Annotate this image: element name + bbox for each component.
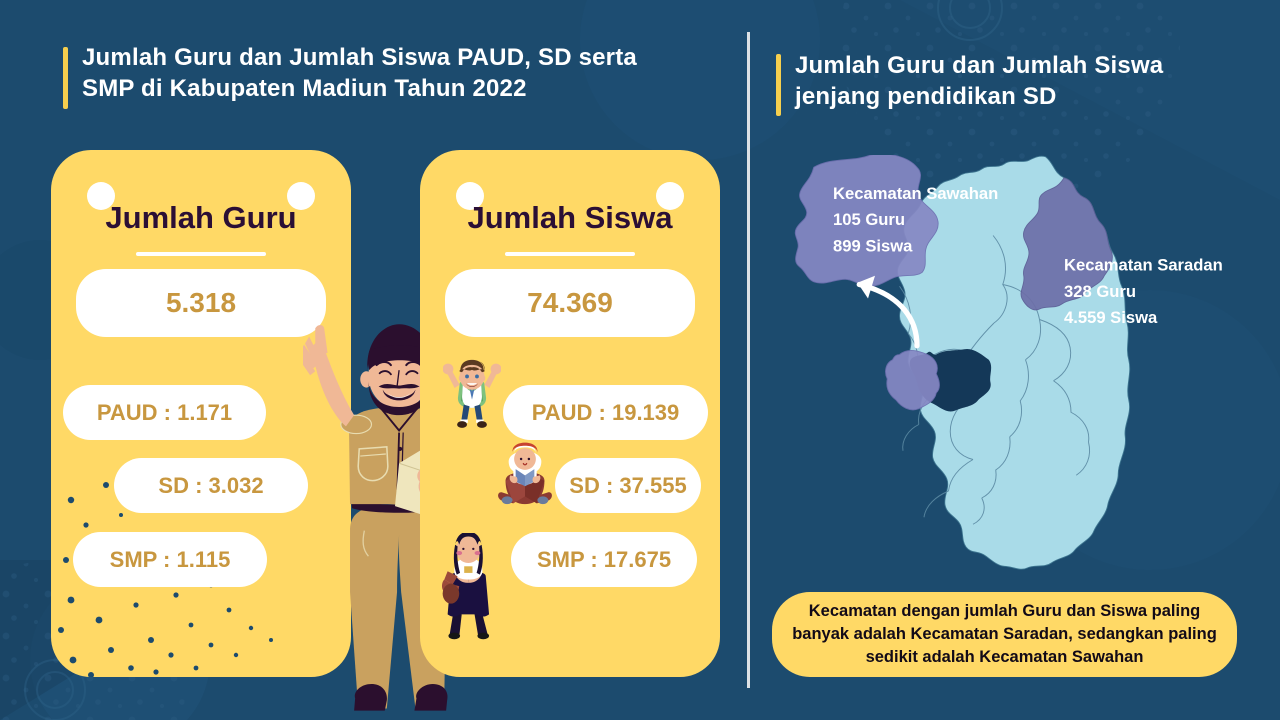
svg-text:899 Siswa: 899 Siswa bbox=[833, 236, 913, 255]
svg-text:4.559 Siswa: 4.559 Siswa bbox=[1064, 308, 1158, 327]
svg-text:Kecamatan Saradan: Kecamatan Saradan bbox=[1064, 256, 1223, 275]
svg-text:105 Guru: 105 Guru bbox=[833, 210, 905, 229]
svg-text:328 Guru: 328 Guru bbox=[1064, 282, 1136, 301]
svg-text:Kecamatan Sawahan: Kecamatan Sawahan bbox=[833, 184, 998, 203]
